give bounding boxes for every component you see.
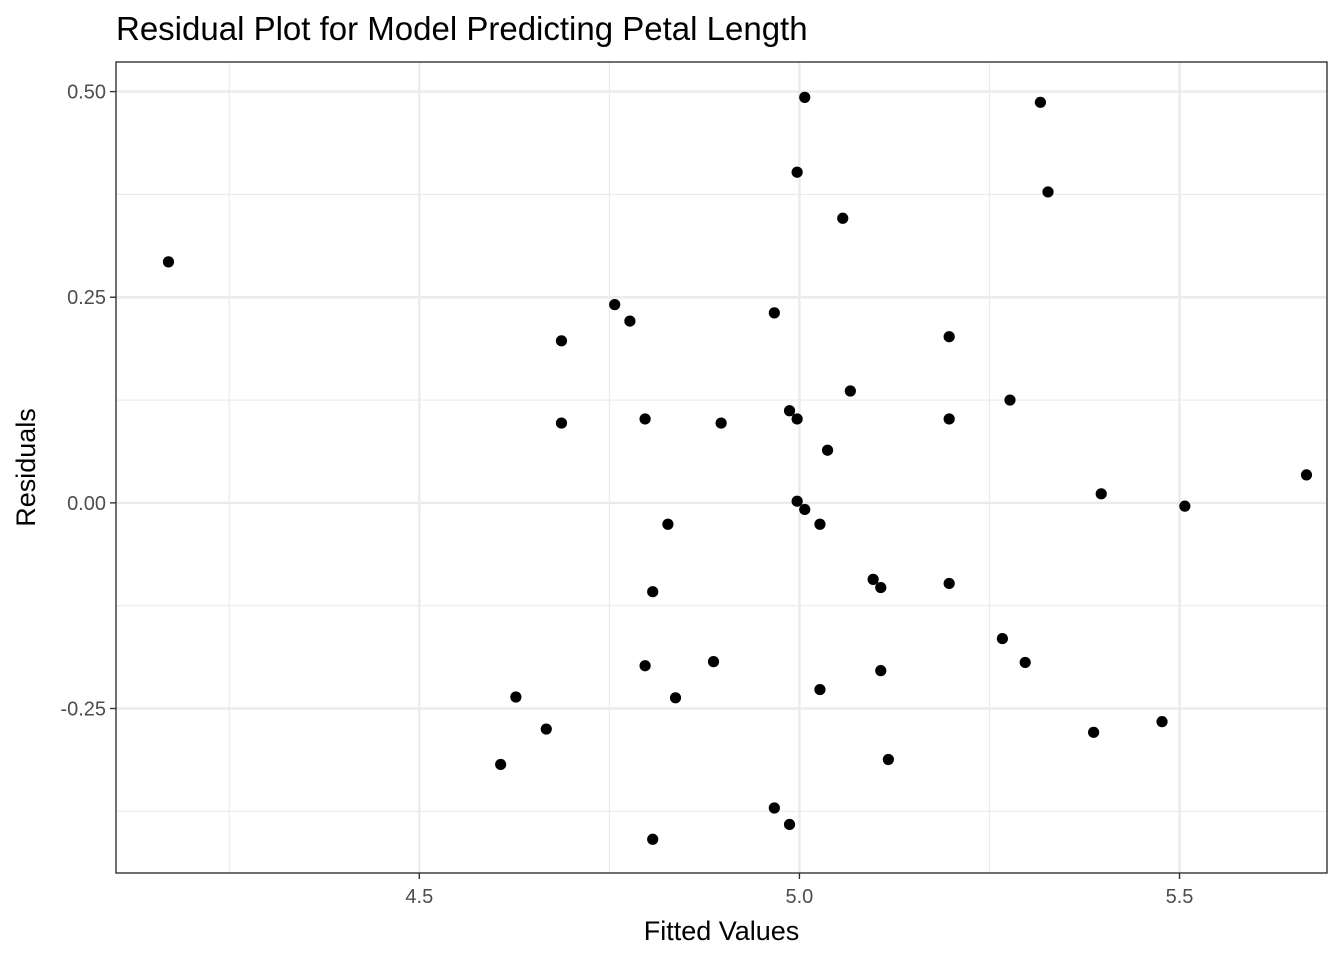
data-point [1019, 656, 1031, 669]
data-point [867, 573, 879, 585]
data-point [669, 692, 682, 704]
data-point [799, 503, 811, 516]
data-point [555, 417, 568, 429]
major-gridlines [116, 62, 1327, 873]
data-point [1004, 394, 1016, 406]
data-point [791, 166, 803, 178]
data-point [844, 385, 856, 397]
data-point [1300, 469, 1313, 481]
data-point [943, 577, 955, 590]
data-point [662, 518, 674, 530]
x-axis-title: Fitted Values [644, 916, 800, 946]
data-point [647, 833, 659, 845]
data-point [821, 444, 834, 456]
x-axis-ticks: 4.5 5.0 5.5 [405, 873, 1193, 908]
x-tick-label: 5.0 [786, 886, 814, 908]
data-point [639, 660, 651, 672]
data-point [540, 723, 552, 735]
data-point [799, 91, 811, 103]
data-points [162, 91, 1313, 845]
data-point [624, 315, 636, 327]
data-point [768, 307, 780, 319]
data-point [555, 335, 568, 347]
y-tick-label: 0.25 [67, 287, 106, 309]
data-point [707, 656, 720, 668]
data-point [875, 581, 887, 594]
data-point [162, 256, 175, 268]
data-point [814, 518, 826, 530]
data-point [791, 495, 803, 507]
data-point [875, 665, 887, 677]
y-axis-ticks: -0.25 0.00 0.25 0.50 [60, 82, 116, 720]
data-point [996, 632, 1008, 645]
y-tick-label: 0.50 [67, 82, 106, 104]
data-point [639, 413, 651, 425]
data-point [943, 331, 955, 343]
data-point [1042, 186, 1054, 198]
data-point [510, 691, 522, 703]
data-point [1179, 500, 1191, 512]
x-tick-label: 4.5 [405, 886, 433, 908]
data-point [791, 413, 803, 425]
data-point [783, 818, 796, 831]
data-point [715, 417, 727, 429]
minor-gridlines [116, 62, 1327, 873]
x-tick-label: 5.5 [1166, 886, 1194, 908]
chart-title: Residual Plot for Model Predicting Petal… [116, 10, 808, 47]
data-point [647, 586, 659, 598]
data-point [495, 758, 507, 771]
data-point [609, 299, 621, 311]
data-point [783, 405, 796, 417]
data-point [882, 753, 894, 766]
data-point [1095, 488, 1107, 500]
data-point [1034, 96, 1047, 108]
data-point [837, 212, 849, 224]
y-tick-label: -0.25 [60, 698, 106, 720]
y-axis-title: Residuals [11, 408, 41, 527]
data-point [1156, 716, 1168, 728]
plot-panel-border [115, 61, 1328, 874]
data-point [814, 683, 826, 696]
data-point [943, 413, 955, 425]
data-point [768, 802, 780, 814]
data-point [1088, 726, 1100, 738]
y-tick-label: 0.00 [67, 493, 106, 515]
